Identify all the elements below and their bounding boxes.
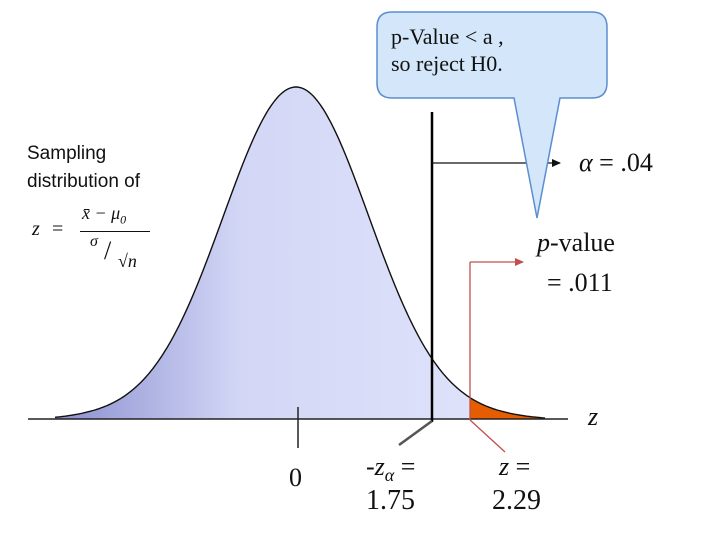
critical-value-label: -zα = [366,452,415,486]
p-value-p: p [537,228,550,257]
formula-numerator: x̄ − μ0 [82,203,126,228]
alpha-value: = .04 [599,148,653,177]
observed-z-label: z = [499,452,530,482]
formula-z-symbol: z [32,218,40,240]
zero-tick-label: 0 [289,463,302,492]
critical-value-pointer [398,419,433,447]
p-value-number: = .011 [547,268,613,297]
formula-equals: = [52,218,64,240]
observed-z-symbol: z [499,452,510,481]
formula-sigma: σ [90,233,98,250]
formula-fraction-bar [80,231,150,232]
alpha-symbol: α [579,148,593,177]
callout-line-2: so reject H0. [391,51,503,76]
normal-curve-line [54,86,546,419]
formula-numerator-sub: 0 [120,212,127,227]
callout-bubble [376,11,608,219]
alpha-label: α = .04 [579,148,653,178]
sampling-label-line-1: Sampling [27,143,107,164]
formula-numerator-text: x̄ − μ [82,203,121,223]
sampling-label-line-2: distribution of [27,171,141,192]
callout-text: p-Value < a , so reject H0. [391,23,504,77]
p-value-label: p-value [537,228,615,258]
formula-root-n: √n [118,251,137,271]
critical-value-number: 1.75 [366,485,415,516]
critical-equals: = [394,452,416,481]
observed-z-number: 2.29 [492,485,541,516]
p-value-tail-region [470,397,545,419]
callout-line-1: p-Value < a , [391,24,504,49]
critical-prefix: -z [366,452,385,481]
sampling-distribution-label: Sampling distribution of [27,140,140,196]
observed-z-pointer [469,419,506,453]
critical-alpha-sub: α [384,465,395,486]
sampling-distribution-area [55,87,545,419]
p-value-word: -value [550,228,615,257]
formula-slash: / [104,236,112,265]
axis-variable-label: z [588,402,599,431]
observed-z-equals: = [509,452,531,481]
